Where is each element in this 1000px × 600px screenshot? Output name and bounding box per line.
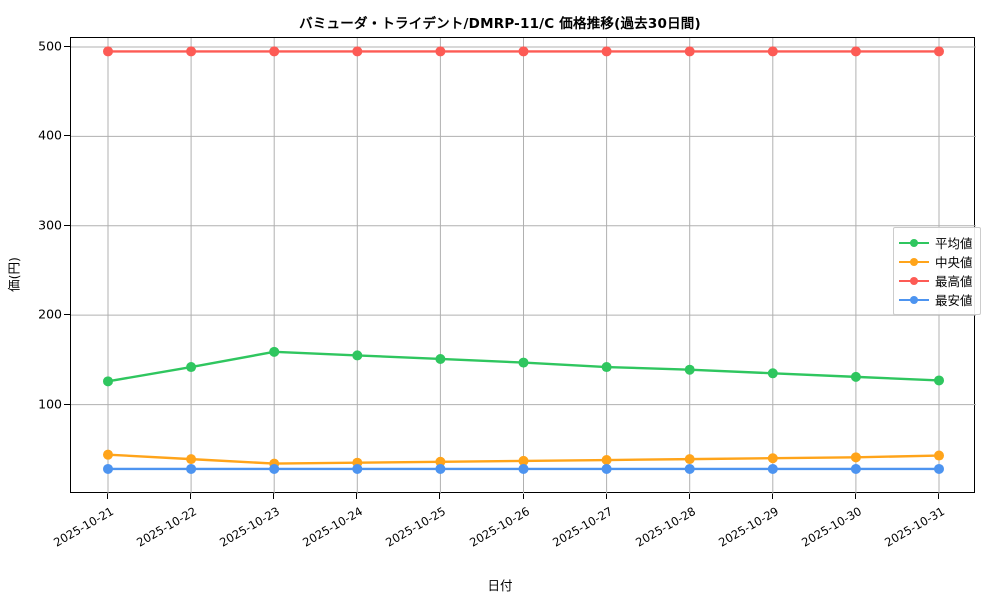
chart-title: バミューダ・トライデント/DMRP-11/C 価格推移(過去30日間)	[299, 16, 701, 32]
x-tick-label: 2025-10-28	[632, 504, 698, 550]
x-tick-label: 2025-10-27	[549, 504, 615, 550]
data-point-marker	[601, 362, 612, 373]
data-point-marker	[518, 455, 529, 466]
legend-item-label: 平均値	[935, 236, 973, 251]
x-tick-label: 2025-10-26	[466, 504, 532, 550]
legend-swatch-icon	[899, 236, 929, 250]
data-point-marker	[684, 46, 695, 57]
chart-legend: 平均値中央値最高値最安値	[893, 227, 981, 315]
legend-swatch-icon	[899, 274, 929, 288]
data-point-marker	[435, 456, 446, 467]
x-tick-label: 2025-10-31	[882, 504, 947, 550]
y-tick-label: 300	[38, 217, 62, 233]
data-point-marker	[186, 46, 197, 57]
data-point-marker	[767, 453, 778, 464]
data-point-marker	[934, 46, 944, 57]
data-point-marker	[186, 454, 197, 465]
x-tick-label: 2025-10-29	[715, 504, 781, 550]
data-point-marker	[269, 46, 280, 57]
x-tick-mark	[522, 493, 524, 499]
data-point-marker	[103, 376, 113, 387]
data-point-marker	[767, 368, 778, 379]
legend-item[interactable]: 最高値	[899, 271, 973, 290]
data-point-marker	[435, 353, 446, 364]
legend-item-label: 最高値	[935, 274, 973, 289]
data-point-marker	[103, 449, 113, 460]
data-point-marker	[850, 452, 861, 463]
x-tick-mark	[688, 493, 690, 499]
x-tick-label: 2025-10-21	[51, 504, 116, 550]
legend-item-label: 中央値	[935, 255, 973, 270]
data-point-marker	[518, 357, 529, 368]
x-tick-mark	[771, 493, 773, 499]
x-tick-mark	[605, 493, 607, 499]
data-point-marker	[934, 375, 944, 386]
y-axis-label: 価(円)	[6, 257, 22, 292]
x-tick-mark	[938, 493, 939, 499]
x-tick-label: 2025-10-24	[300, 504, 366, 550]
x-tick-mark	[190, 493, 192, 499]
data-point-marker	[850, 463, 861, 474]
data-point-marker	[103, 46, 113, 57]
data-point-marker	[186, 362, 197, 373]
y-tick-mark	[64, 224, 70, 226]
data-point-marker	[435, 46, 446, 57]
data-point-marker	[850, 371, 861, 382]
legend-item[interactable]: 最安値	[899, 290, 973, 309]
data-point-marker	[601, 455, 612, 466]
x-tick-mark	[439, 493, 441, 499]
y-tick-mark	[64, 403, 70, 405]
data-point-marker	[767, 46, 778, 57]
data-point-marker	[767, 463, 778, 474]
x-tick-mark	[273, 493, 275, 499]
x-tick-mark	[107, 493, 108, 499]
y-tick-label: 400	[38, 127, 62, 143]
data-point-marker	[934, 463, 944, 474]
data-point-marker	[601, 463, 612, 474]
legend-item[interactable]: 中央値	[899, 252, 973, 271]
data-point-marker	[103, 463, 113, 474]
data-point-marker	[684, 463, 695, 474]
data-point-marker	[684, 364, 695, 375]
data-point-marker	[352, 463, 363, 474]
data-point-marker	[435, 463, 446, 474]
data-point-marker	[518, 46, 529, 57]
x-tick-label: 2025-10-23	[217, 504, 283, 550]
data-point-marker	[186, 463, 197, 474]
data-point-marker	[269, 463, 280, 474]
legend-swatch-icon	[899, 293, 929, 307]
y-tick-mark	[64, 314, 70, 316]
y-tick-label: 500	[38, 38, 62, 54]
y-tick-mark	[64, 45, 70, 47]
x-tick-mark	[356, 493, 358, 499]
x-tick-mark	[854, 493, 856, 499]
legend-swatch-icon	[899, 255, 929, 269]
x-tick-label: 2025-10-30	[799, 504, 864, 550]
x-axis-label: 日付	[487, 578, 513, 593]
data-point-marker	[352, 350, 363, 361]
y-tick-label: 200	[38, 306, 62, 322]
data-point-marker	[601, 46, 612, 57]
y-tick-label: 100	[38, 396, 62, 412]
data-point-marker	[352, 46, 363, 57]
data-point-marker	[934, 450, 944, 461]
plot-area	[70, 37, 976, 494]
x-tick-label: 2025-10-25	[383, 504, 449, 550]
plot-svg	[71, 38, 976, 494]
x-tick-label: 2025-10-22	[134, 504, 200, 550]
data-point-marker	[269, 346, 280, 357]
legend-item-label: 最安値	[935, 293, 973, 308]
y-tick-mark	[64, 135, 70, 137]
legend-item[interactable]: 平均値	[899, 233, 973, 252]
data-point-marker	[518, 463, 529, 474]
data-point-marker	[850, 46, 861, 57]
data-point-marker	[684, 454, 695, 465]
